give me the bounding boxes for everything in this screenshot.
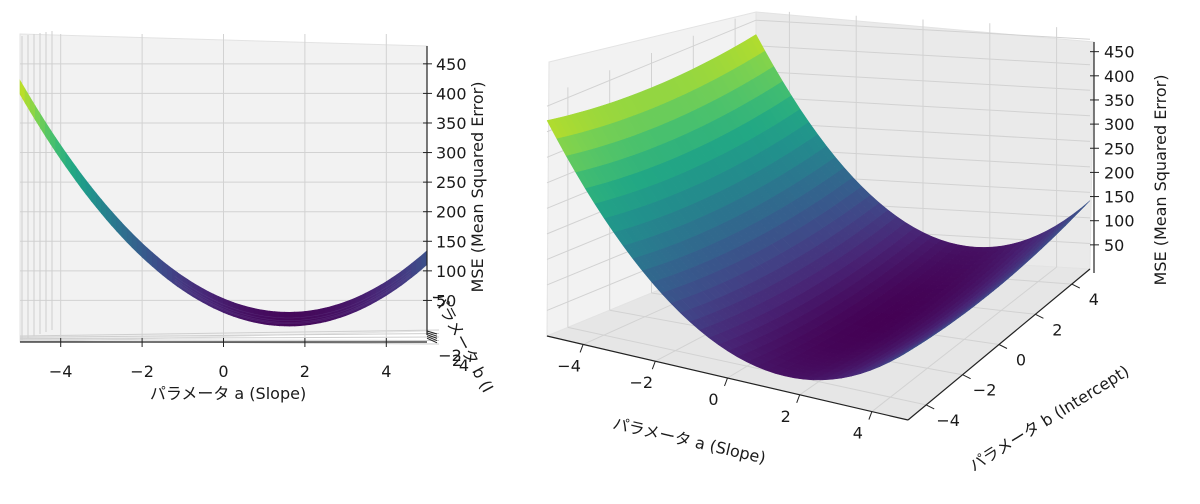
- z-tick-label: 50: [436, 291, 456, 310]
- left-surface-mesh: [19, 79, 428, 327]
- surface-slice: [258, 309, 265, 325]
- y-tick-label: 0: [1016, 351, 1026, 370]
- surface-face: [546, 119, 563, 139]
- x-tick-label: 0: [708, 390, 718, 409]
- y-tick-label: −4: [936, 411, 960, 430]
- z-tick-label: 200: [1104, 163, 1135, 182]
- left-x-axis-label: パラメータ a (Slope): [150, 384, 306, 403]
- x-tick-mark: [579, 344, 584, 353]
- x-tick-label: −4: [49, 362, 73, 381]
- surface-slice: [289, 311, 296, 327]
- left-y-axis-label: パラメータ b (I: [428, 289, 497, 396]
- surface-slice: [299, 311, 306, 327]
- z-tick-label: 400: [1104, 67, 1135, 86]
- x-tick-mark: [796, 394, 801, 403]
- y-tick-label: 4: [459, 356, 469, 375]
- surface-slice: [284, 311, 290, 327]
- y-tick-mark: [426, 334, 438, 339]
- x-tick-label: 4: [853, 424, 863, 443]
- left-gridlines: [20, 34, 427, 338]
- z-tick-label: 450: [436, 55, 467, 74]
- z-tick-label: 350: [436, 114, 467, 133]
- y-tick-mark: [426, 335, 438, 342]
- y-tick-mark: [962, 374, 971, 380]
- z-tick-label: 200: [436, 203, 467, 222]
- z-tick-label: 450: [1104, 43, 1135, 62]
- right-z-axis-label: MSE (Mean Squared Error): [1151, 75, 1170, 286]
- z-tick-label: 300: [436, 144, 467, 163]
- z-tick-label: 250: [436, 173, 467, 192]
- z-tick-label: 50: [1104, 236, 1124, 255]
- x-tick-label: 2: [300, 362, 310, 381]
- surface-slice: [279, 311, 285, 327]
- y-tick-mark: [1035, 313, 1044, 319]
- surface-slice: [294, 311, 301, 327]
- y-tick-label: 2: [1052, 320, 1062, 339]
- surface-slice: [355, 295, 362, 313]
- z-tick-label: 250: [1104, 139, 1135, 158]
- x-tick-mark: [651, 361, 656, 370]
- y-tick-mark: [1071, 283, 1081, 289]
- x-tick-mark: [724, 377, 728, 387]
- x-tick-label: 4: [381, 362, 391, 381]
- y-tick-mark: [426, 330, 438, 335]
- x-tick-mark: [868, 411, 873, 420]
- surface-slice: [253, 308, 260, 324]
- y-tick-label: 4: [1089, 290, 1099, 309]
- surface-slice: [324, 306, 331, 323]
- x-tick-label: 2: [781, 407, 791, 426]
- y-tick-mark: [998, 344, 1008, 349]
- left-floor-pane-edges: [19, 31, 440, 345]
- y-tick-label: −2: [438, 346, 462, 365]
- x-tick-label: −2: [130, 362, 154, 381]
- right-x-axis-label: パラメータ a (Slope): [611, 414, 768, 468]
- x-tick-label: −4: [557, 356, 581, 375]
- x-tick-label: 0: [218, 362, 228, 381]
- x-tick-label: −2: [630, 373, 654, 392]
- z-tick-label: 100: [1104, 212, 1135, 231]
- y-tick-mark: [426, 332, 438, 337]
- y-tick-mark: [426, 337, 438, 344]
- right-surface-plot: −4−2024−4−202450100150200250300350400450…: [545, 11, 1170, 475]
- surface-slice: [345, 299, 352, 317]
- right-surface-mesh: [546, 34, 1091, 381]
- y-tick-label: −2: [973, 381, 997, 400]
- y-tick-mark: [925, 404, 935, 410]
- z-tick-label: 350: [1104, 91, 1135, 110]
- surface-slice: [207, 291, 214, 309]
- z-tick-label: 100: [436, 262, 467, 281]
- y-tick-label: 2: [452, 351, 462, 370]
- z-tick-label: 300: [1104, 115, 1135, 134]
- surface-slice: [233, 302, 240, 319]
- z-tick-label: 150: [436, 232, 467, 251]
- z-tick-label: 150: [1104, 188, 1135, 207]
- z-tick-label: 400: [436, 84, 467, 103]
- left-z-axis-label: MSE (Mean Squared Error): [468, 82, 487, 293]
- right-y-axis-label: パラメータ b (Intercept): [966, 361, 1133, 475]
